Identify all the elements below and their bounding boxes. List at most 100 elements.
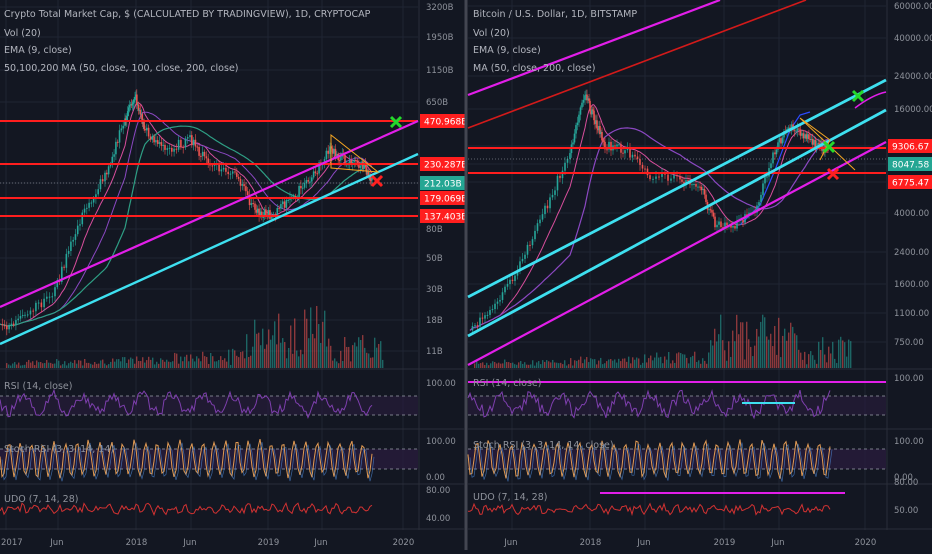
indicator-tick-label: 100.00: [426, 437, 456, 447]
candle-body: [128, 105, 131, 108]
time-tick-label: Jun: [49, 538, 63, 548]
volume-bar: [614, 359, 616, 368]
volume-bar: [28, 359, 30, 368]
volume-bar: [338, 363, 340, 368]
candle-body: [248, 194, 251, 206]
candle-body: [808, 134, 810, 140]
volume-bar: [152, 357, 154, 368]
left-indicator-panes: [0, 388, 418, 517]
volume-bar: [382, 359, 384, 368]
candle-body: [813, 139, 815, 145]
volume-bar: [656, 352, 658, 368]
candle-body: [263, 209, 266, 217]
candle-body: [138, 110, 141, 112]
candle-body: [156, 140, 159, 144]
candle-body: [639, 159, 641, 165]
volume-bar: [250, 355, 252, 368]
volume-bar: [688, 363, 690, 368]
candle-body: [673, 175, 675, 179]
volume-bar: [522, 363, 524, 368]
right-price-axis[interactable]: 60000.00 40000.00 24000.00 16000.00 9306.67 8…: [888, 2, 932, 516]
volume-bar: [780, 357, 782, 368]
volume-bar: [654, 357, 656, 368]
indicator-tick-label: 50.00: [894, 506, 918, 516]
candle-body: [149, 136, 152, 140]
volume-bar: [668, 352, 670, 368]
candle-body: [730, 225, 732, 228]
volume-bar: [742, 322, 744, 368]
candle-body: [158, 142, 161, 144]
candle-body: [827, 149, 829, 151]
volume-bar: [604, 363, 606, 368]
volume-bar: [120, 361, 122, 368]
candle-body: [541, 214, 544, 220]
volume-bar: [820, 349, 822, 368]
volume-bar: [682, 354, 684, 368]
volume-bar: [144, 362, 146, 368]
candle-body: [189, 135, 191, 138]
candle-body: [151, 136, 154, 140]
volume-bar: [706, 363, 708, 368]
right-volume-bars: [474, 314, 852, 368]
volume-bar: [582, 363, 584, 368]
left-chart-title: Crypto Total Market Cap, $ (CALCULATED B…: [4, 9, 371, 20]
volume-bar: [278, 313, 280, 368]
volume-bar: [336, 361, 338, 368]
volume-bar: [320, 342, 322, 368]
candle-body: [40, 302, 43, 308]
candle-body: [51, 296, 54, 298]
candle-body: [124, 118, 126, 126]
volume-bar: [568, 364, 570, 368]
volume-bar: [786, 340, 788, 368]
volume-bar: [208, 363, 210, 368]
candle-body: [586, 94, 588, 101]
volume-bar: [346, 346, 348, 368]
volume-bar: [270, 339, 272, 368]
volume-bar: [738, 334, 740, 368]
candle-body: [182, 146, 184, 148]
candle-body: [511, 279, 514, 282]
cyan-upper-trend: [467, 78, 887, 299]
candle-body: [231, 171, 234, 174]
volume-bar: [788, 332, 790, 368]
volume-bar: [840, 336, 842, 368]
volume-bar: [662, 363, 664, 368]
volume-bar: [484, 365, 486, 368]
volume-bar: [770, 333, 772, 368]
candle-body: [76, 225, 79, 235]
candle-body: [222, 167, 225, 170]
candle-body: [192, 139, 195, 146]
left-time-axis[interactable]: 2017 Jun 2018 Jun 2019 Jun 2020: [1, 538, 414, 548]
right-rsi-label: RSI (14, close): [473, 378, 541, 389]
candle-body: [241, 184, 244, 186]
volume-bar: [350, 361, 352, 368]
volume-bar: [68, 363, 70, 368]
left-legend-ma: 50,100,200 MA (50, close, 100, close, 20…: [4, 63, 239, 74]
candle-body: [546, 205, 549, 209]
candle-body: [291, 196, 293, 198]
volume-bar: [806, 364, 808, 368]
left-chart[interactable]: 3200B 1950B 1150B 650B 470.968B 230.287B 212.0…: [0, 0, 467, 548]
candle-body: [762, 183, 764, 195]
candle-body: [131, 103, 134, 106]
volume-bar: [76, 363, 78, 368]
candle-body: [246, 191, 249, 195]
candle-body: [153, 136, 155, 143]
candle-body: [679, 176, 681, 180]
candle-body: [276, 208, 279, 216]
candle-body: [821, 142, 823, 151]
right-chart[interactable]: 60000.00 40000.00 24000.00 16000.00 9306.67 8…: [467, 0, 932, 548]
candle-body: [734, 225, 736, 229]
volume-bar: [260, 345, 262, 368]
candle-body: [307, 180, 309, 182]
volume-bar: [162, 359, 164, 368]
candle-body: [658, 176, 660, 178]
candle-body: [196, 146, 199, 148]
right-time-axis[interactable]: Jun 2018 Jun 2019 Jun 2020: [503, 538, 876, 548]
candle-body: [622, 152, 624, 154]
cross-stroke: [822, 140, 836, 154]
left-price-axis[interactable]: 3200B 1950B 1150B 650B 470.968B 230.287B 212.0…: [420, 3, 467, 524]
candle-body: [243, 184, 245, 187]
